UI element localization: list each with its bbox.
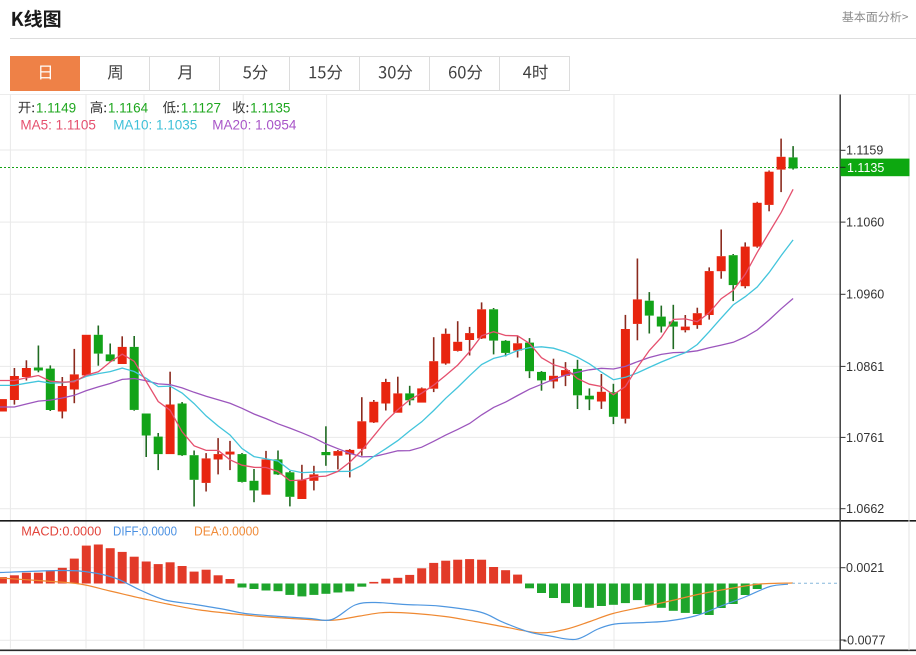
svg-text:1.1060: 1.1060 bbox=[846, 216, 884, 230]
svg-text:MA20: 1.0954: MA20: 1.0954 bbox=[212, 118, 297, 133]
svg-text:1.1127: 1.1127 bbox=[181, 100, 221, 115]
svg-text:1.0960: 1.0960 bbox=[846, 288, 884, 302]
svg-text:1.0662: 1.0662 bbox=[846, 502, 884, 516]
svg-text:1.1149: 1.1149 bbox=[36, 100, 76, 115]
svg-text:MA5: 1.1105: MA5: 1.1105 bbox=[20, 118, 96, 133]
svg-text:1.0861: 1.0861 bbox=[846, 360, 884, 374]
svg-text:1.1135: 1.1135 bbox=[847, 161, 884, 175]
svg-text:1.0761: 1.0761 bbox=[846, 431, 884, 445]
svg-text:-0.0077: -0.0077 bbox=[843, 633, 885, 647]
svg-text:DEA:0.0000: DEA:0.0000 bbox=[194, 525, 259, 539]
svg-text:MACD:0.0000: MACD:0.0000 bbox=[21, 525, 101, 539]
svg-text:MA10: 1.1035: MA10: 1.1035 bbox=[113, 118, 197, 133]
svg-text:DIFF:0.0000: DIFF:0.0000 bbox=[113, 525, 177, 539]
svg-text:1.1164: 1.1164 bbox=[108, 100, 149, 115]
svg-text:1.1135: 1.1135 bbox=[250, 100, 290, 115]
svg-text:0.0021: 0.0021 bbox=[846, 561, 884, 575]
svg-text:1.1159: 1.1159 bbox=[846, 144, 883, 158]
